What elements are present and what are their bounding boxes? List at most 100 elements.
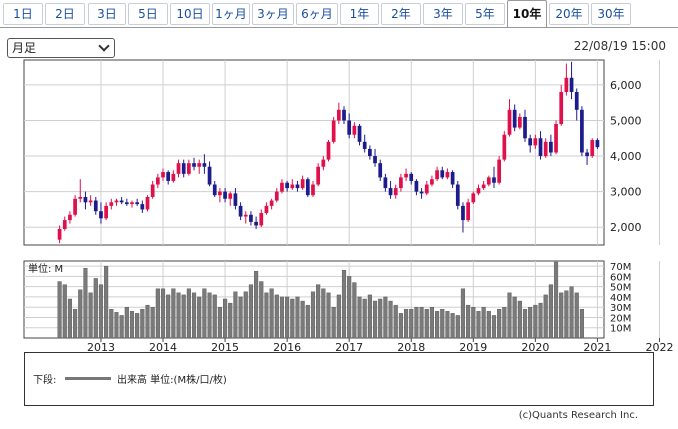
tab-0[interactable]: 1日: [3, 3, 43, 25]
volume-bar: [331, 307, 336, 339]
candle-body: [176, 163, 181, 174]
volume-bar: [569, 286, 574, 339]
candle-body: [295, 184, 300, 189]
candle-body: [249, 214, 253, 222]
candle-body: [471, 193, 476, 203]
candle-body: [223, 191, 227, 199]
volume-tick-label: 20M: [610, 313, 631, 324]
candle-body: [476, 188, 481, 194]
candle-body: [78, 196, 83, 199]
volume-bar: [372, 300, 378, 339]
tab-12[interactable]: 10年: [507, 0, 547, 28]
volume-bar: [553, 261, 559, 339]
candle-body: [466, 202, 470, 221]
candle-body: [414, 180, 419, 192]
candle-body: [228, 193, 233, 199]
volume-bar: [202, 288, 207, 339]
volume-bar: [62, 284, 67, 339]
candle-body: [181, 163, 186, 174]
volume-bar: [274, 294, 279, 339]
volume-bar: [98, 284, 104, 339]
volume-bar: [517, 300, 522, 339]
candle-body: [202, 163, 207, 167]
tab-13[interactable]: 20年: [549, 3, 589, 25]
volume-bar: [264, 292, 269, 339]
legend-box: 下段: 出来高 単位:(M株/口/枚): [24, 352, 654, 406]
candle-body: [130, 202, 134, 205]
candle-body: [161, 172, 165, 178]
x-tick-label: 2017: [335, 341, 363, 352]
candle-body: [316, 166, 321, 185]
volume-bar: [78, 289, 83, 339]
x-tick-label: 2014: [149, 341, 177, 352]
price-tick-label: 4,000: [610, 150, 642, 163]
volume-bar: [181, 294, 186, 339]
candle-body: [580, 109, 584, 153]
tab-10[interactable]: 3年: [423, 3, 463, 25]
price-tick-label: 5,000: [610, 114, 642, 127]
candle-body: [523, 116, 527, 139]
volume-bar: [310, 291, 316, 339]
volume-bar: [424, 309, 429, 339]
candle-body: [388, 188, 393, 196]
tab-9[interactable]: 2年: [381, 3, 421, 25]
volume-tick-label: 10M: [610, 324, 631, 335]
volume-bar: [238, 296, 243, 339]
tab-8[interactable]: 1年: [340, 3, 379, 25]
tab-4[interactable]: 10日: [170, 3, 210, 25]
candle-body: [440, 170, 445, 178]
volume-bar: [191, 292, 197, 339]
volume-bar: [357, 296, 362, 339]
volume-bar: [507, 292, 512, 339]
candle-body: [409, 173, 414, 181]
candle-body: [290, 184, 295, 189]
volume-bar: [129, 311, 135, 339]
volume-tick-label: 50M: [610, 283, 631, 294]
volume-bar: [279, 296, 285, 339]
candle-body: [233, 193, 238, 206]
candle-body: [590, 140, 595, 157]
x-tick-label: 2022: [645, 341, 673, 352]
volume-bar: [109, 309, 114, 339]
tab-1[interactable]: 2日: [45, 3, 85, 25]
volume-bar: [341, 270, 347, 339]
volume-bar: [455, 315, 460, 339]
volume-bar: [269, 288, 274, 339]
candle-body: [507, 109, 512, 135]
volume-bar: [228, 302, 233, 339]
candle-body: [218, 191, 222, 196]
volume-bar: [460, 288, 466, 339]
candle-body: [564, 77, 569, 93]
tab-5[interactable]: 1ヶ月: [212, 3, 250, 25]
candle-body: [393, 188, 398, 196]
candle-body: [517, 116, 522, 128]
candle-body: [192, 163, 196, 167]
period-select[interactable]: 月足: [7, 38, 115, 58]
timestamp: 22/08/19 15:00: [573, 39, 666, 53]
candle-body: [166, 172, 171, 181]
volume-bar: [285, 296, 290, 339]
tab-3[interactable]: 5日: [128, 3, 168, 25]
volume-bar: [435, 311, 440, 339]
tab-7[interactable]: 6ヶ月: [296, 3, 338, 25]
stock-chart: 2,000 3,000 4,000 5,000 6,000 10M20M30M40M50M…: [23, 59, 673, 352]
volume-bar: [83, 267, 88, 339]
volume-bar: [362, 298, 367, 339]
volume-bar: [393, 304, 398, 339]
tab-11[interactable]: 5年: [465, 3, 505, 25]
volume-bar: [233, 291, 238, 339]
candle-body: [243, 214, 248, 217]
tab-6[interactable]: 3ヶ月: [252, 3, 294, 25]
candle-body: [326, 141, 331, 160]
tab-14[interactable]: 30年: [591, 3, 631, 25]
volume-bar: [305, 304, 310, 339]
volume-bar: [378, 298, 383, 339]
candle-body: [93, 200, 98, 212]
tab-2[interactable]: 3日: [88, 3, 126, 25]
x-tick-label: 2013: [87, 341, 115, 352]
candle-body: [104, 205, 108, 219]
candle-body: [450, 172, 455, 185]
price-panel: [23, 59, 605, 246]
volume-bar: [445, 311, 450, 339]
volume-bar: [150, 307, 155, 339]
